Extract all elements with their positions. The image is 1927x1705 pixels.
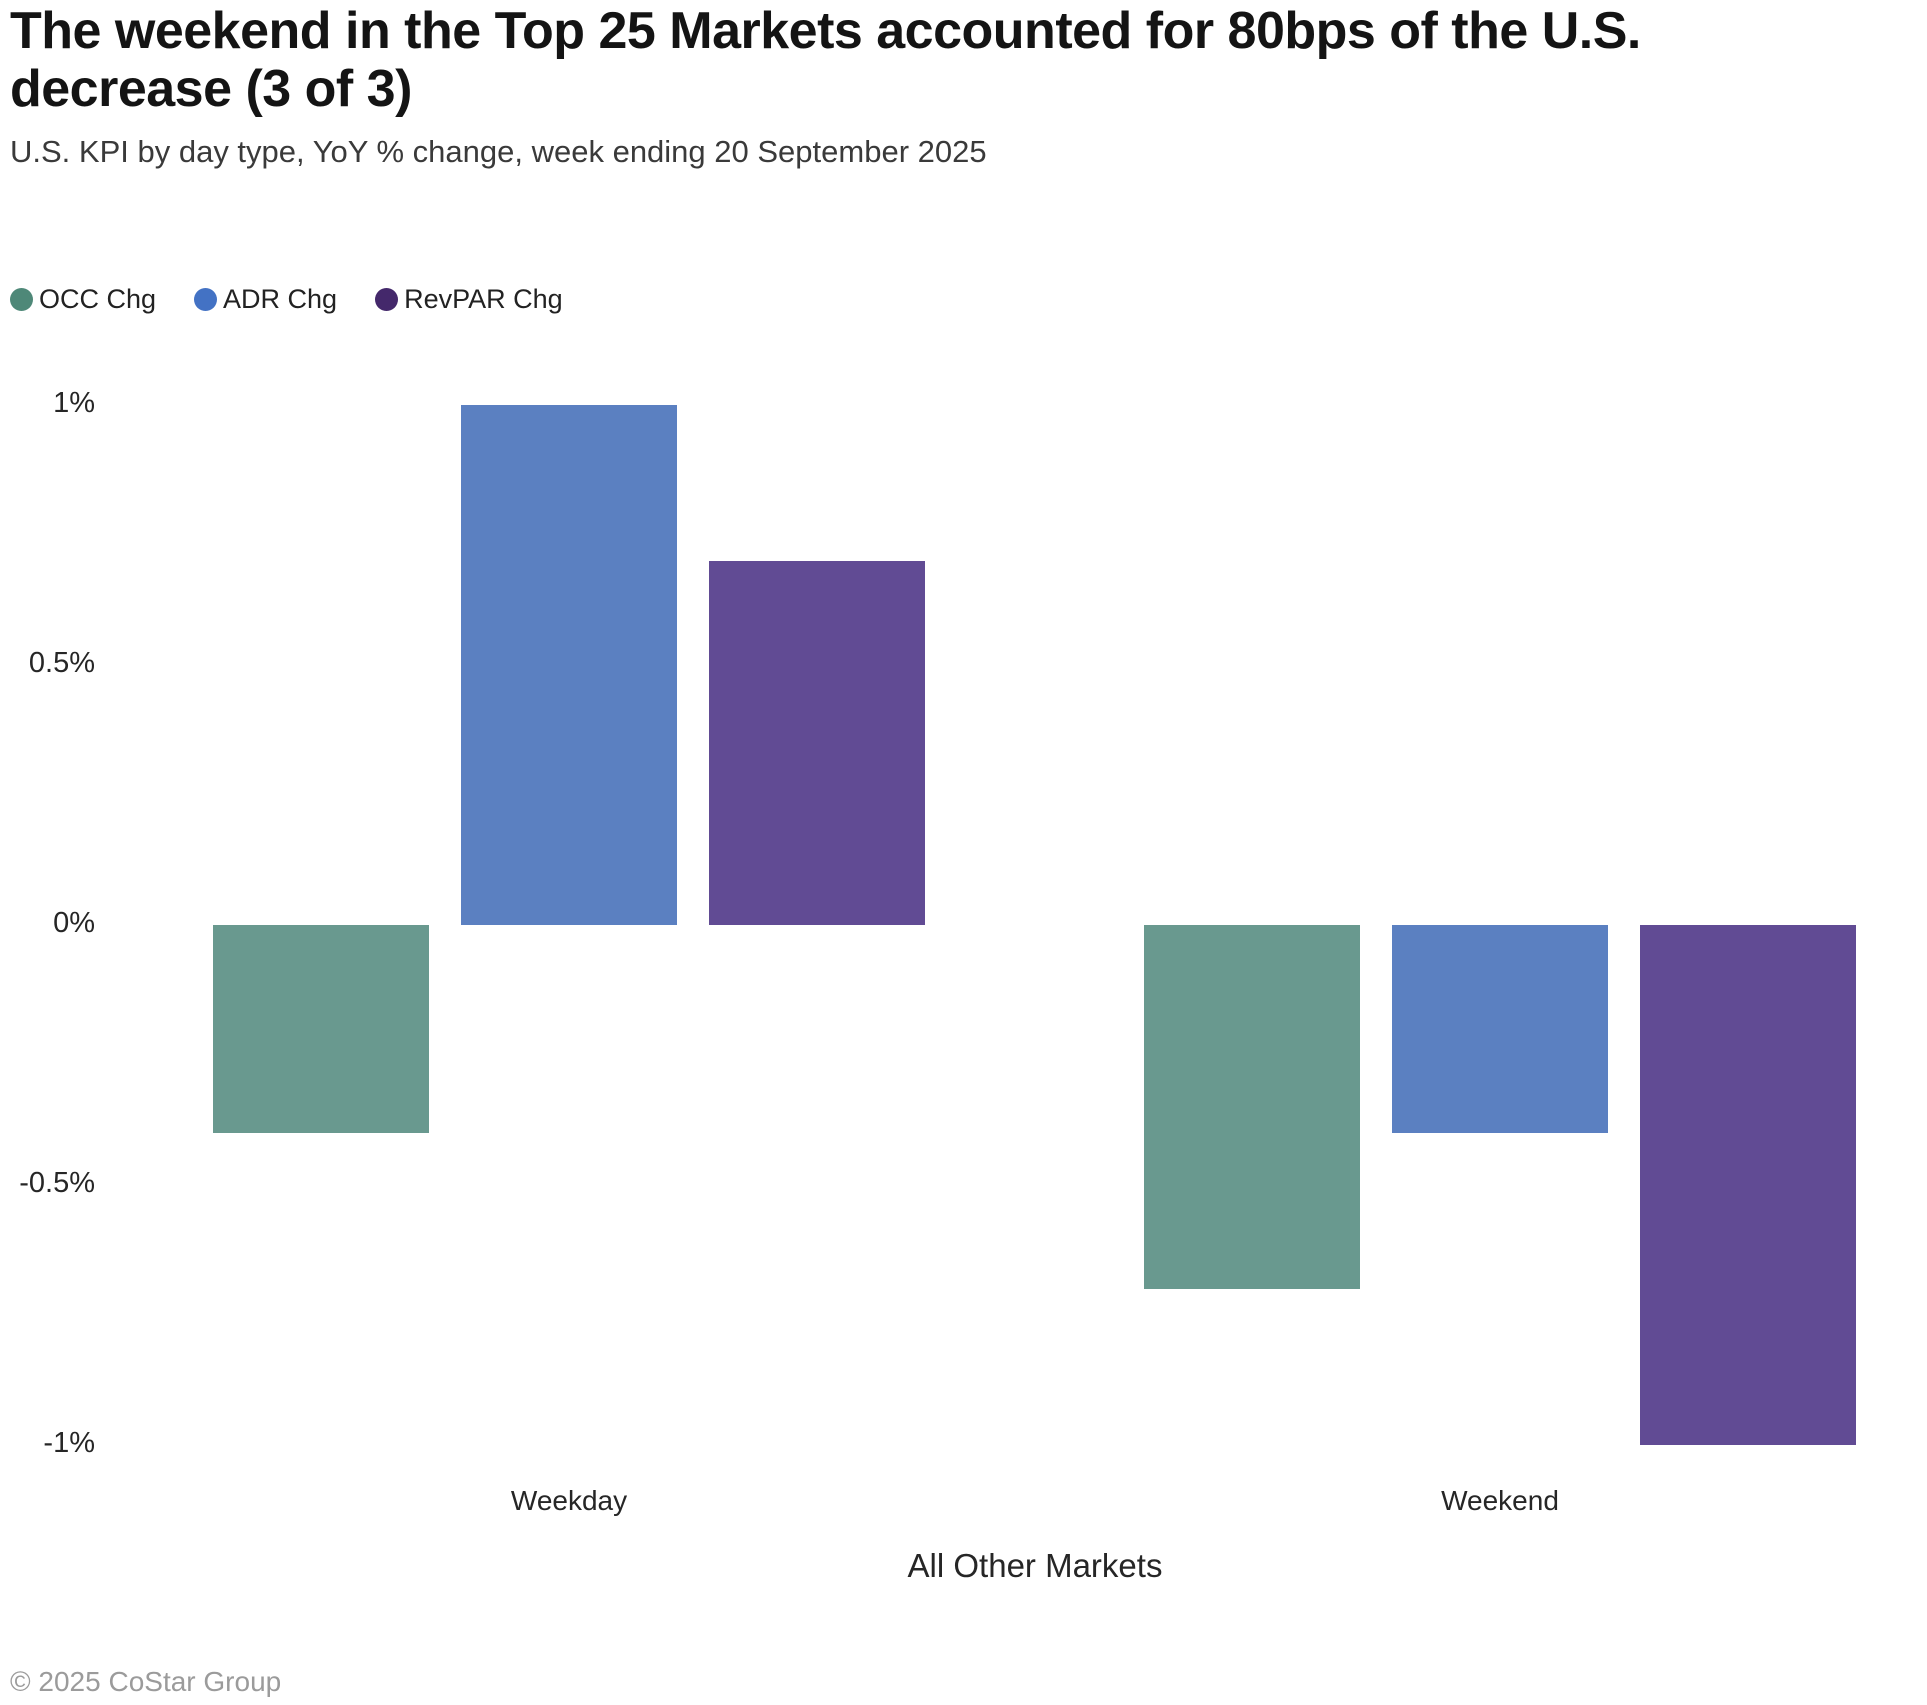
legend-item-occ-chg: OCC Chg (10, 284, 156, 315)
bar-revpar-chg-weekend (1640, 925, 1856, 1445)
y-tick-label-1: 1% (53, 387, 95, 419)
legend-item-adr-chg: ADR Chg (194, 284, 337, 315)
occ-chg-dot-icon (10, 288, 33, 311)
revpar-chg-dot-icon (375, 288, 399, 311)
chart-subtitle: U.S. KPI by day type, YoY % change, week… (10, 134, 987, 169)
chart-title-line2: decrease (3 of 3) (10, 60, 412, 118)
bar-adr-chg-weekday (461, 405, 677, 925)
y-tick-label-0: 0% (53, 907, 95, 939)
x-axis-title: All Other Markets (907, 1547, 1163, 1584)
bar-occ-chg-weekend (1144, 925, 1360, 1289)
bar-occ-chg-weekday (213, 925, 429, 1133)
chart-title: The weekend in the Top 25 Markets accoun… (10, 2, 1920, 118)
category-label-weekday: Weekday (510, 1485, 628, 1516)
bar-adr-chg-weekend (1392, 925, 1608, 1133)
bar-revpar-chg-weekday (709, 561, 925, 925)
category-label-weekend: Weekend (1441, 1485, 1559, 1516)
copyright-text: © 2025 CoStar Group (10, 1666, 282, 1697)
legend-label: OCC Chg (39, 284, 157, 314)
legend: OCC Chg ADR Chg RevPAR Chg (10, 284, 563, 315)
y-tick-label-1: -1% (43, 1427, 95, 1459)
legend-label: ADR Chg (223, 284, 338, 314)
adr-chg-dot-icon (194, 288, 218, 311)
chart-title-line1: The weekend in the Top 25 Markets accoun… (10, 2, 1641, 60)
legend-label: RevPAR Chg (404, 284, 563, 314)
y-tick-label-0-5: -0.5% (19, 1167, 95, 1199)
y-tick-label-0-5: 0.5% (28, 647, 95, 679)
legend-item-revpar-chg: RevPAR Chg (375, 284, 563, 315)
